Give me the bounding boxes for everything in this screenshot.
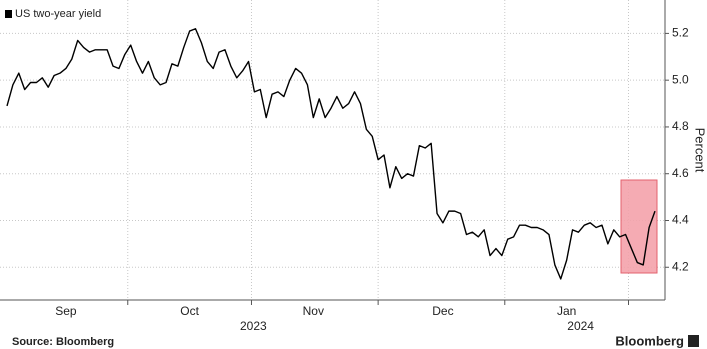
highlight-box	[620, 179, 658, 274]
brand: Bloomberg	[615, 333, 684, 348]
x-year-label: 2024	[567, 319, 594, 333]
y-tick-label: 4.8	[672, 119, 689, 133]
legend-bg	[0, 5, 120, 23]
y-axis-label: Percent	[693, 128, 707, 173]
x-tick-label: Nov	[303, 304, 324, 318]
x-tick-label: Jan	[557, 304, 576, 318]
x-year-label: 2023	[240, 319, 267, 333]
series-line	[6, 28, 656, 280]
source: Source: Bloomberg	[12, 336, 114, 348]
y-tick-label: 5.0	[672, 72, 689, 86]
y-tick-label: 5.2	[672, 26, 689, 40]
brand-icon	[688, 335, 699, 347]
y-tick-label: 4.4	[672, 213, 689, 227]
x-tick-label: Sep	[55, 304, 77, 318]
legend-label: US two-year yield	[15, 8, 101, 20]
y-tick-label: 4.6	[672, 166, 689, 180]
y-tick-label: 4.2	[672, 259, 689, 273]
x-tick-label: Oct	[180, 304, 199, 318]
legend-swatch	[5, 10, 12, 18]
x-tick-label: Dec	[432, 304, 453, 318]
